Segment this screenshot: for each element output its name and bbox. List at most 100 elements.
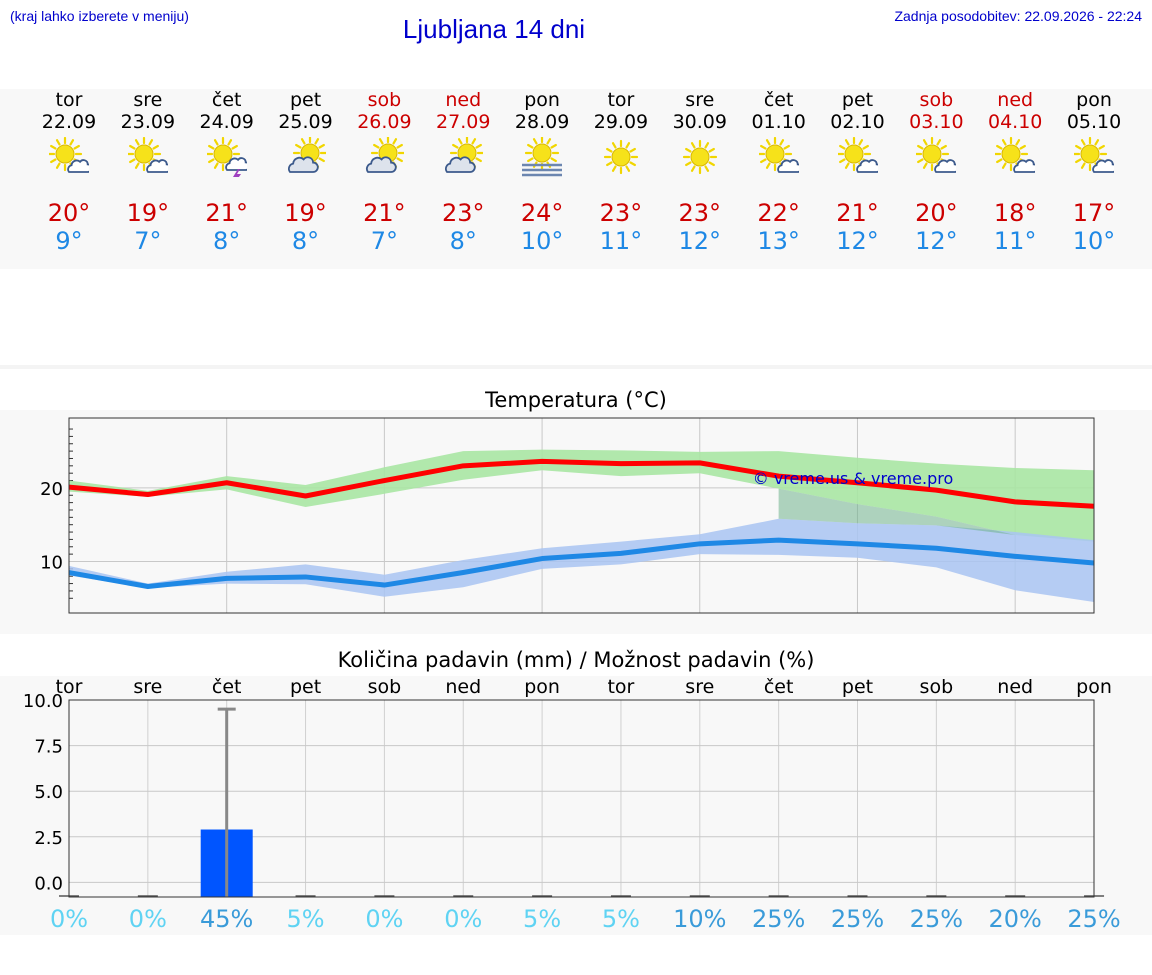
sun-ray bbox=[50, 144, 57, 150]
sun-ray bbox=[996, 158, 1003, 164]
sun-icon bbox=[682, 139, 717, 175]
sun-ray bbox=[759, 144, 767, 150]
sun-ray bbox=[207, 158, 215, 164]
sun-ray bbox=[1019, 144, 1027, 150]
precipitation-probability: 25% bbox=[751, 905, 806, 933]
temperature-chart-title: Temperatura (°C) bbox=[485, 388, 667, 412]
sun-ray bbox=[1015, 139, 1021, 146]
forecast-day: pon 28.09 24° 10° bbox=[502, 89, 582, 255]
weekday-label: pon bbox=[524, 676, 560, 698]
last-update: Zadnja posodobitev: 22.09.2026 - 22:24 bbox=[894, 8, 1142, 24]
weekday-label: pon bbox=[1076, 676, 1112, 698]
cloud-shape bbox=[67, 159, 89, 173]
sun-ray bbox=[213, 139, 219, 146]
sun-cloud-icon bbox=[995, 137, 1036, 173]
sun-ray bbox=[704, 165, 709, 172]
cloud-sun-icon bbox=[366, 137, 405, 173]
sun-ray bbox=[392, 138, 398, 145]
weekday-label: tor bbox=[607, 676, 635, 698]
min-temperature: 12° bbox=[678, 227, 722, 255]
sun-disc bbox=[213, 144, 233, 164]
cloud-sun-icon bbox=[287, 137, 326, 173]
y-tick-label: 2.5 bbox=[34, 828, 63, 849]
sun-ray bbox=[550, 157, 558, 163]
tmin-line bbox=[68, 537, 1095, 590]
forecast-day: ned 04.10 18° 11° bbox=[975, 89, 1055, 255]
sun-ray bbox=[1075, 144, 1082, 150]
sun-ray bbox=[857, 139, 863, 146]
sun-ray bbox=[527, 143, 534, 149]
forecast-day: pet 02.10 21° 12° bbox=[818, 89, 898, 255]
sun-ray bbox=[708, 161, 715, 167]
max-temperature: 23° bbox=[441, 199, 485, 227]
sun-ray bbox=[471, 138, 477, 145]
sun-ray bbox=[148, 139, 153, 146]
min-temperature: 11° bbox=[599, 227, 643, 255]
cloud-shape bbox=[287, 156, 319, 173]
sun-ray bbox=[765, 162, 771, 169]
day-name: sob bbox=[367, 89, 402, 111]
weekday-label: pet bbox=[289, 676, 322, 698]
sun-ray bbox=[213, 162, 219, 169]
max-temperature: 23° bbox=[678, 199, 722, 227]
sun-ray bbox=[294, 143, 302, 149]
sun-ray bbox=[550, 143, 558, 149]
sun-cloud-icon bbox=[995, 137, 1036, 173]
sun-ray bbox=[704, 142, 709, 149]
day-date: 25.09 bbox=[278, 111, 333, 133]
sun-ray bbox=[936, 139, 942, 146]
sun-ray bbox=[227, 139, 232, 146]
sun-ray bbox=[625, 142, 631, 149]
sun-cloud-icon bbox=[49, 137, 89, 173]
sun-disc bbox=[55, 144, 75, 164]
sun-cloud-icon bbox=[916, 137, 957, 173]
max-temperature: 20° bbox=[47, 199, 91, 227]
sun-ray bbox=[396, 157, 404, 163]
precipitation-probability: 25% bbox=[1067, 905, 1121, 933]
weekday-label: sob bbox=[919, 676, 954, 698]
precipitation-probability: 0% bbox=[128, 905, 167, 933]
sun-disc bbox=[1001, 144, 1021, 164]
min-temperature: 12° bbox=[915, 227, 958, 255]
tmax-range-band bbox=[69, 449, 1094, 542]
min-temperature: 10° bbox=[520, 227, 564, 255]
min-temperature: 8° bbox=[213, 227, 241, 255]
tmax-line bbox=[68, 458, 1095, 509]
sun-ray bbox=[844, 162, 850, 169]
sun-ray bbox=[923, 162, 928, 169]
day-name: sob bbox=[919, 89, 954, 111]
sun-ray bbox=[475, 143, 483, 149]
day-name: sre bbox=[685, 89, 715, 111]
page-title: Ljubljana 14 dni bbox=[402, 14, 586, 44]
sun-fog-icon bbox=[522, 137, 563, 177]
weekday-label: pet bbox=[841, 676, 874, 698]
cloud-sun-icon bbox=[445, 137, 484, 173]
forecast-day: tor 22.09 20° 9° bbox=[29, 89, 109, 255]
forecast-day: sre 23.09 19° 7° bbox=[108, 89, 188, 255]
cloud-shape bbox=[445, 156, 476, 173]
day-name: pet bbox=[289, 89, 322, 111]
sun-disc bbox=[844, 144, 863, 164]
precipitation-probability: 0% bbox=[365, 905, 404, 933]
forecast-day: pet 25.09 19° 8° bbox=[266, 89, 346, 255]
sun-ray bbox=[55, 139, 61, 146]
sun-disc bbox=[690, 147, 710, 167]
day-name: tor bbox=[55, 89, 83, 111]
y-tick-label: 20 bbox=[40, 479, 63, 500]
sun-ray bbox=[690, 165, 696, 172]
sun-ray bbox=[996, 144, 1003, 150]
precipitation-probability: 0% bbox=[444, 905, 483, 933]
sun-icon bbox=[603, 139, 639, 175]
weekday-label: sre bbox=[685, 676, 715, 698]
min-temperature: 9° bbox=[55, 227, 83, 255]
max-temperature: 21° bbox=[205, 199, 248, 227]
sun-ray bbox=[838, 158, 846, 164]
sun-ray bbox=[611, 142, 617, 149]
sun-cloud-icon bbox=[49, 137, 89, 173]
max-temperature: 18° bbox=[993, 199, 1037, 227]
sun-icon bbox=[603, 139, 639, 175]
sun-ray bbox=[207, 144, 215, 150]
cloud-shape bbox=[855, 159, 878, 173]
day-date: 02.10 bbox=[830, 111, 885, 133]
min-temperature: 8° bbox=[291, 227, 320, 255]
